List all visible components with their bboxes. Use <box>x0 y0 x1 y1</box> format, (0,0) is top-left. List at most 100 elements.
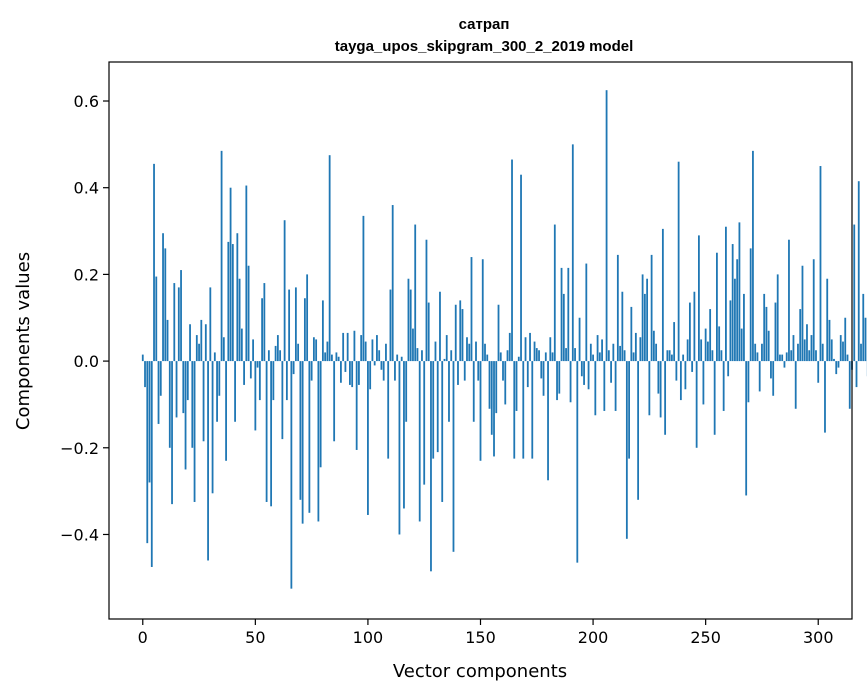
bar <box>463 361 466 381</box>
bar <box>405 361 408 422</box>
bar <box>670 354 673 362</box>
bar <box>321 300 324 362</box>
bar <box>409 289 412 362</box>
bar <box>432 361 435 459</box>
bar <box>189 324 191 362</box>
bar <box>650 254 653 362</box>
x-tick-label: 150 <box>465 628 496 647</box>
bar <box>817 361 820 383</box>
y-axis-ticks: −0.4 −0.2 0.0 0.2 0.4 0.6 <box>60 92 109 544</box>
bar <box>186 361 189 401</box>
bar <box>783 361 786 368</box>
bar <box>643 293 646 362</box>
bar <box>445 335 448 362</box>
bar <box>177 287 180 362</box>
bar <box>141 354 144 362</box>
bar <box>412 328 414 362</box>
bar <box>637 361 640 500</box>
bar <box>734 278 736 362</box>
bar <box>175 361 178 418</box>
bar <box>220 150 223 362</box>
bar <box>862 293 865 362</box>
bar <box>513 361 516 459</box>
bar <box>403 361 405 509</box>
bar <box>779 354 781 362</box>
bar <box>400 356 403 362</box>
bar <box>441 361 444 502</box>
bar <box>619 345 621 362</box>
bar <box>853 224 856 362</box>
bar <box>761 343 763 362</box>
bar <box>297 343 300 362</box>
bar <box>531 361 534 459</box>
bar <box>353 330 356 362</box>
bar <box>495 361 498 414</box>
bar <box>745 361 748 496</box>
bar <box>700 339 703 362</box>
bar <box>317 361 320 522</box>
x-tick-label: 50 <box>245 628 265 647</box>
bar <box>848 361 851 409</box>
bar <box>146 361 149 544</box>
bar <box>607 350 610 362</box>
bar <box>743 293 745 362</box>
bar <box>425 239 428 362</box>
bar <box>776 274 779 362</box>
bar <box>688 302 691 362</box>
y-axis-label: Components values <box>13 252 34 430</box>
bar <box>312 337 315 362</box>
bar <box>342 332 345 362</box>
bar <box>382 361 385 381</box>
bar <box>258 361 261 401</box>
bar <box>349 361 351 385</box>
bar <box>369 361 372 390</box>
bar <box>652 330 655 362</box>
bar <box>418 361 421 522</box>
bar <box>508 332 511 362</box>
bar <box>448 361 450 422</box>
bar <box>560 267 563 362</box>
bar <box>799 309 802 362</box>
bar <box>331 354 333 362</box>
bar <box>585 263 588 362</box>
bar <box>319 361 322 468</box>
bar <box>709 309 712 362</box>
bar <box>716 252 718 362</box>
bar <box>648 361 651 416</box>
bar <box>578 317 581 362</box>
bar <box>661 228 664 362</box>
bar <box>605 90 608 362</box>
bar <box>207 361 209 561</box>
bar <box>819 166 822 362</box>
bar <box>344 361 347 372</box>
bar <box>299 361 302 500</box>
bar <box>457 361 459 385</box>
bar <box>772 361 775 396</box>
bar <box>279 350 282 362</box>
bar <box>337 356 340 362</box>
bar <box>686 339 689 362</box>
bar <box>213 352 216 362</box>
bar <box>506 350 509 362</box>
y-tick-label: 0.0 <box>74 352 99 371</box>
bar <box>540 361 543 379</box>
bar <box>231 244 234 362</box>
bar <box>238 278 241 362</box>
bar <box>544 352 547 362</box>
bar <box>490 361 493 435</box>
bar <box>236 233 239 362</box>
bar <box>272 361 275 401</box>
bar <box>294 287 297 362</box>
bar <box>209 287 212 362</box>
bar <box>450 350 453 362</box>
bar <box>695 361 698 448</box>
bar <box>835 361 838 375</box>
bar <box>222 337 225 362</box>
bar <box>801 265 804 362</box>
bar <box>738 222 741 362</box>
bar <box>466 337 468 362</box>
bar <box>698 235 700 362</box>
bar <box>198 343 200 362</box>
bar <box>479 361 482 461</box>
